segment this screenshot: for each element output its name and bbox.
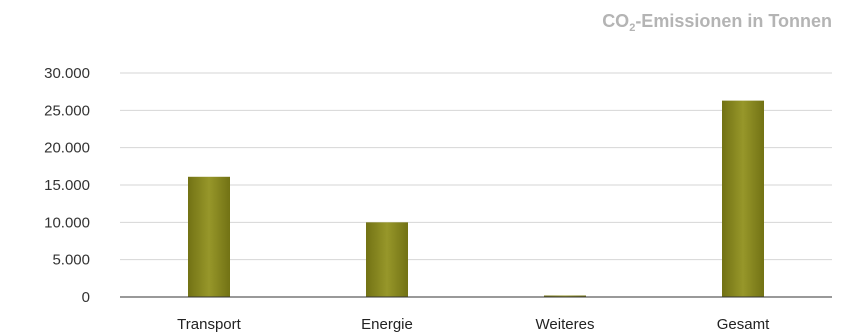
chart-title-main: CO — [602, 11, 630, 31]
y-axis-tick-labels: 0 5.000 10.000 15.000 20.000 25.000 30.000 — [44, 65, 90, 306]
x-tick-label: Weiteres — [536, 316, 595, 333]
chart-title: CO2-Emissionen in Tonnen — [602, 11, 832, 34]
bar-energie — [366, 222, 408, 297]
x-tick-label: Transport — [177, 316, 241, 333]
y-tick-label: 5.000 — [52, 252, 90, 269]
bar-gesamt — [722, 100, 764, 297]
y-tick-label: 15.000 — [44, 177, 90, 194]
y-tick-label: 0 — [82, 289, 90, 306]
chart-title-subscript: 2 — [629, 22, 636, 34]
y-tick-label: 10.000 — [44, 214, 90, 231]
y-tick-label: 20.000 — [44, 140, 90, 157]
bar-weiteres — [544, 295, 586, 297]
y-tick-label: 30.000 — [44, 65, 90, 82]
bar-transport — [188, 176, 230, 297]
x-tick-label: Energie — [361, 316, 413, 333]
grid-lines — [120, 72, 832, 261]
x-axis-category-labels: Transport Energie Weiteres Gesamt — [177, 316, 770, 333]
chart-title-rest: -Emissionen in Tonnen — [635, 11, 832, 31]
x-tick-label: Gesamt — [717, 316, 770, 333]
bars — [188, 100, 764, 297]
y-tick-label: 25.000 — [44, 102, 90, 119]
